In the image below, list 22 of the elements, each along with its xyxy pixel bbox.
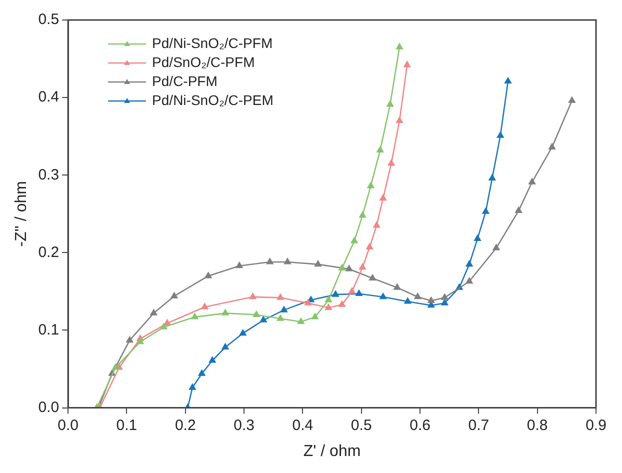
x-tick-label: 0.6: [410, 416, 430, 434]
legend-label: Pd/Ni-SnO₂/C-PFM: [152, 34, 273, 51]
y-axis-title: -Z'' / ohm: [13, 181, 30, 247]
legend-label: Pd/Ni-SnO₂/C-PEM: [152, 92, 274, 108]
legend-label: Pd/SnO₂/C-PFM: [152, 54, 255, 70]
x-tick-label: 0.9: [586, 416, 606, 434]
legend-label: Pd/C-PFM: [152, 72, 218, 89]
x-tick-label: 0.4: [292, 416, 314, 434]
x-tick-label: 0.1: [116, 416, 138, 434]
x-tick-label: 0.7: [468, 416, 490, 434]
y-tick-label: 0.1: [38, 321, 60, 338]
x-tick-label: 0.0: [58, 416, 78, 434]
y-tick-label: 0.4: [38, 88, 60, 106]
y-tick-label: 0.2: [38, 244, 60, 261]
y-tick-label: 0.5: [38, 11, 60, 28]
y-tick-label: 0.3: [38, 166, 60, 184]
y-tick-label: 0.0: [38, 398, 60, 416]
x-tick-label: 0.8: [526, 416, 548, 434]
x-tick-label: 0.2: [174, 416, 196, 434]
x-axis-title: Z' / ohm: [303, 442, 361, 460]
x-tick-label: 0.3: [234, 416, 254, 434]
x-tick-label: 0.5: [350, 416, 372, 434]
